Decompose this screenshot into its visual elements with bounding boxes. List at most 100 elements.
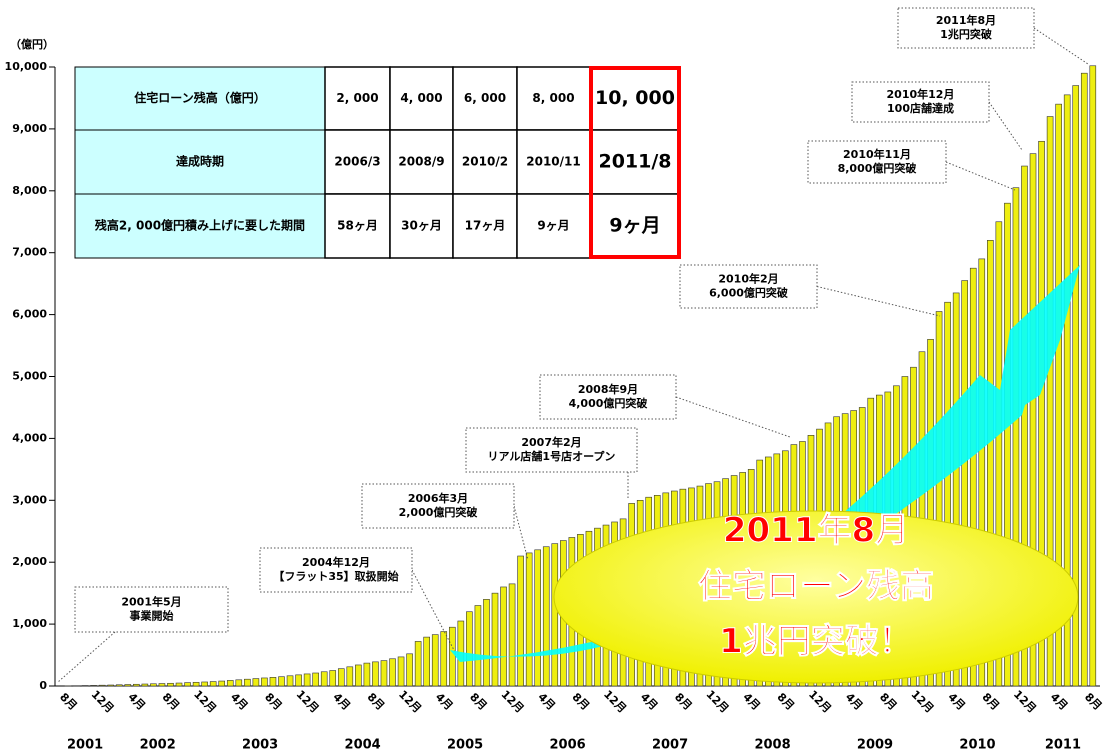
bar: [226, 680, 234, 687]
table-text: 8, 000: [532, 91, 574, 105]
annotation-text: 2007年2月: [521, 435, 581, 449]
x-tick-label: 4月: [228, 690, 250, 712]
bar: [346, 666, 354, 687]
x-tick-label: 4月: [740, 690, 762, 712]
table-cell: [389, 66, 454, 131]
annotation-text: 1兆円突破: [940, 27, 992, 41]
annotation-text: 4,000億円突破: [569, 396, 648, 410]
bar: [175, 682, 183, 687]
bar: [995, 221, 1003, 687]
annotation-text: 2011年8月: [936, 13, 996, 27]
annotation-box: [465, 427, 638, 473]
year-label: 2001: [67, 738, 103, 753]
table-text: 2008/9: [398, 155, 444, 169]
leader-line: [57, 631, 116, 683]
y-tick-label: 1,000: [12, 617, 47, 630]
annotation-text: 2010年11月: [843, 147, 911, 161]
bar: [337, 668, 345, 687]
bar: [517, 555, 524, 687]
y-tick-label: 9,000: [12, 122, 47, 135]
table-cell: [516, 66, 591, 131]
bar: [1046, 116, 1054, 687]
x-tick-label: 12月: [294, 688, 322, 716]
x-tick-label: 4月: [1048, 690, 1070, 712]
bar: [508, 583, 516, 687]
year-label: 2004: [345, 738, 381, 753]
bar: [201, 681, 208, 687]
bar: [500, 586, 507, 687]
bar: [1038, 140, 1045, 687]
year-label: 2003: [242, 738, 278, 753]
table-text: 2010/2: [462, 155, 508, 169]
x-tick-label: 12月: [89, 688, 117, 716]
annotation-box: [259, 547, 413, 593]
annotation-box: [361, 483, 515, 529]
bar: [372, 661, 379, 687]
bar: [312, 672, 319, 687]
bar: [329, 670, 337, 687]
annotation-box: [897, 7, 1035, 49]
bar: [278, 676, 285, 687]
x-tick-label: 12月: [499, 688, 527, 716]
bar: [107, 684, 114, 687]
table-text: 9ヶ月: [609, 215, 660, 237]
bar: [969, 267, 977, 687]
table-text: 9ヶ月: [537, 219, 569, 233]
bar: [320, 671, 328, 687]
bar: [269, 677, 277, 687]
year-label: 2008: [754, 738, 790, 753]
leader-line: [1033, 27, 1089, 65]
x-tick-label: 4月: [945, 690, 967, 712]
bar: [98, 684, 106, 687]
bar: [542, 546, 550, 687]
x-tick-label: 8月: [877, 690, 899, 712]
annotation-box: [539, 374, 677, 420]
table-cell: [516, 193, 591, 259]
table-text: 4, 000: [400, 91, 442, 105]
table-cell: [74, 129, 326, 195]
bar: [927, 339, 934, 687]
bar: [431, 634, 439, 687]
bar: [295, 674, 302, 687]
bar: [192, 681, 200, 687]
x-tick-label: 12月: [908, 688, 936, 716]
x-tick-label: 12月: [191, 688, 219, 716]
bar: [1029, 153, 1037, 687]
y-tick-label: 0: [39, 679, 47, 692]
table-cell: [74, 66, 326, 131]
bar: [355, 664, 362, 687]
bar: [483, 599, 490, 687]
bar: [397, 656, 405, 687]
table-cell: [452, 129, 518, 195]
table-text: 2006/3: [334, 155, 380, 169]
table-text: 58ヶ月: [337, 219, 378, 233]
leader-line: [513, 505, 529, 561]
table-text: 2011/8: [598, 151, 671, 173]
table-cell: [74, 193, 326, 259]
bar: [363, 662, 371, 687]
bar: [380, 660, 388, 687]
y-tick-label: 3,000: [12, 493, 47, 506]
x-tick-label: 8月: [57, 690, 79, 712]
table-cell: [452, 193, 518, 259]
y-tick-label: 10,000: [5, 60, 48, 73]
bar: [423, 636, 430, 687]
x-tick-label: 8月: [672, 690, 694, 712]
table-cell: [389, 129, 454, 195]
table-text: 2010/11: [526, 155, 580, 169]
bar: [286, 675, 294, 687]
x-tick-label: 4月: [535, 690, 557, 712]
annotation-text: 2010年12月: [887, 87, 955, 101]
bar: [133, 683, 140, 687]
overlay: 2011年8月 住宅ローン残高 1兆円突破！: [450, 265, 1080, 684]
bar: [150, 683, 157, 687]
bar: [1063, 94, 1071, 687]
bar: [167, 682, 174, 687]
bar: [406, 653, 413, 687]
y-tick-label: 4,000: [12, 431, 47, 444]
bar: [440, 631, 448, 687]
annotation-text: 【フラット35】取扱開始: [273, 569, 398, 583]
bar: [534, 549, 542, 687]
bar: [303, 673, 311, 687]
bar: [987, 240, 994, 687]
